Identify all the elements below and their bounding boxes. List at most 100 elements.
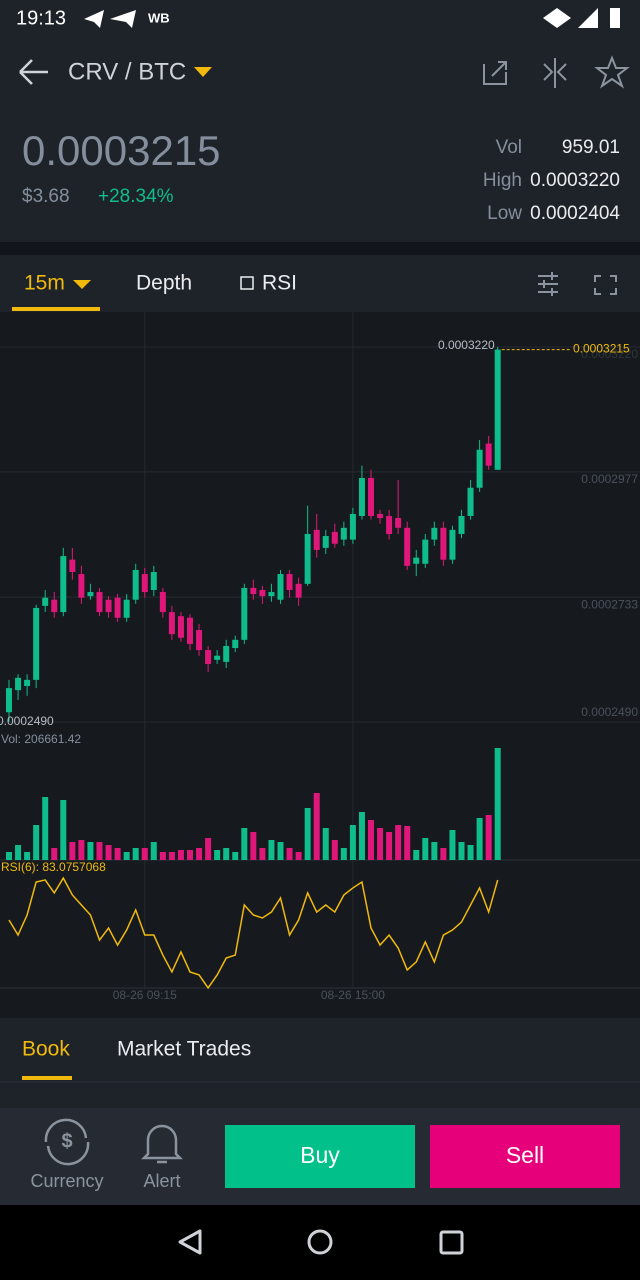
volume-bar [196, 848, 203, 860]
last-price-label: 0.0003215 [573, 342, 630, 356]
sell-label[interactable]: Sell [506, 1142, 544, 1168]
volume-bar [177, 849, 184, 860]
rsi-line [8, 876, 499, 990]
interval-tab[interactable]: 15m [24, 272, 65, 295]
indicator-icon[interactable] [240, 276, 254, 290]
min-label: 0.0002490 [0, 714, 54, 728]
candle-body [96, 592, 103, 613]
volume-bar [187, 849, 193, 860]
depth-tab[interactable]: Depth [136, 272, 192, 295]
alert-icon[interactable] [140, 1124, 184, 1164]
status-carrier: WB [148, 10, 170, 25]
low-label: Low [487, 203, 522, 224]
volume-bar [24, 851, 31, 860]
candle-body [87, 592, 94, 597]
volume-bar [449, 829, 456, 860]
volume-bar [277, 841, 284, 860]
candle-body [132, 569, 139, 600]
currency-label[interactable]: Currency [30, 1171, 103, 1191]
compare-icon[interactable] [543, 58, 567, 88]
volume-bar [404, 825, 411, 860]
currency-icon[interactable] [44, 1118, 90, 1166]
volume-bar [15, 844, 22, 860]
interval-dropdown[interactable] [73, 280, 91, 289]
fullscreen-icon[interactable] [594, 275, 617, 295]
x-tick-label: 08-26 15:00 [321, 988, 385, 1002]
volume-bar [295, 851, 302, 860]
volume-bar [250, 831, 257, 860]
volume-bar [458, 841, 465, 860]
book-tabs [0, 1022, 640, 1108]
volume-bar [141, 848, 148, 860]
volume-bar [223, 848, 230, 860]
volume-bar [286, 848, 293, 860]
candle-body [123, 599, 130, 618]
candle-body [187, 617, 193, 644]
indicator-tab[interactable]: RSI [262, 272, 297, 295]
pair-title[interactable]: CRV / BTC [68, 58, 186, 85]
candle-body [386, 516, 393, 534]
back-button[interactable] [19, 59, 48, 85]
volume-bar [304, 808, 311, 860]
volume-bar [313, 792, 320, 860]
volume-bar [349, 824, 356, 860]
status-time: 19:13 [16, 7, 66, 29]
candle-body [259, 589, 266, 597]
nav-recents[interactable] [439, 1230, 464, 1255]
candle-body [223, 645, 230, 662]
volume-bar [377, 828, 384, 860]
volume-bar [150, 841, 157, 860]
volume-bar [386, 831, 393, 860]
candle-body [331, 531, 338, 544]
volume-bar [485, 814, 492, 860]
chart-background [0, 312, 640, 1018]
candle-body [6, 688, 12, 713]
volume-bar [368, 819, 374, 860]
volume-bar [340, 848, 347, 860]
volume-bar [159, 851, 166, 860]
alert-label[interactable]: Alert [143, 1171, 180, 1191]
volume-title: Vol: 206661.42 [1, 732, 81, 746]
candle-body [395, 518, 402, 528]
buy-button[interactable] [225, 1125, 415, 1188]
chart: 0.0003220 0.0002977 0.0002733 0.0002490 08-2… [0, 312, 640, 1002]
rsi-title: RSI(6): 83.0757068 [1, 860, 106, 874]
vol-label: Vol [496, 137, 522, 158]
volume-bar [96, 841, 103, 860]
divider [0, 242, 640, 255]
volume-bar [476, 818, 483, 860]
status-system-icons [543, 8, 620, 28]
high-label: High [483, 170, 522, 191]
high-value: 0.0003220 [530, 170, 620, 191]
candle-body [322, 536, 329, 548]
nav-home[interactable] [307, 1229, 333, 1255]
y-tick-label: 0.0002733 [581, 597, 638, 611]
candle-body [304, 533, 311, 584]
candle-body [232, 639, 239, 649]
volume-bar [331, 839, 338, 860]
low-value: 0.0002404 [530, 203, 620, 224]
volume-bar [440, 848, 447, 860]
candle-body [24, 679, 31, 687]
volume-bar [422, 838, 429, 860]
candle-body [205, 650, 212, 664]
settings-icon[interactable] [538, 272, 558, 296]
volume-bar [322, 828, 329, 860]
share-icon[interactable] [483, 61, 507, 85]
buy-label[interactable]: Buy [300, 1142, 340, 1168]
nav-back[interactable] [178, 1229, 202, 1255]
sell-button[interactable] [430, 1125, 620, 1188]
volume-bar [494, 748, 501, 860]
candle-body [51, 599, 58, 613]
candle-body [60, 556, 67, 613]
pair-dropdown[interactable] [194, 67, 212, 77]
trades-tab[interactable]: Market Trades [117, 1038, 251, 1061]
candle-body [449, 529, 456, 560]
y-tick-label: 0.0003220 [581, 347, 638, 361]
volume-bar [6, 851, 12, 860]
candle-body [196, 630, 203, 651]
book-tab[interactable]: Book [22, 1038, 70, 1061]
favorite-icon[interactable] [594, 55, 630, 89]
volume-bar [467, 844, 474, 860]
candle-body [168, 612, 175, 635]
